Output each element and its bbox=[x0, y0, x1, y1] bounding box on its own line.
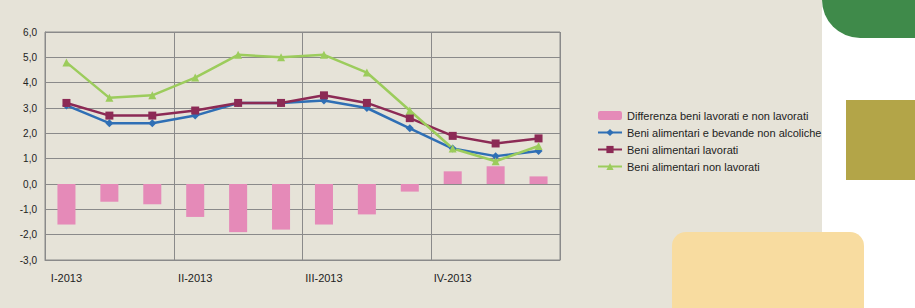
svg-text:Beni alimentari e bevande non: Beni alimentari e bevande non alcoliche bbox=[627, 127, 821, 139]
svg-text:II-2013: II-2013 bbox=[178, 272, 212, 284]
svg-text:2,0: 2,0 bbox=[23, 128, 37, 139]
svg-text:-1,0: -1,0 bbox=[20, 204, 38, 215]
svg-text:6,0: 6,0 bbox=[23, 27, 37, 38]
svg-text:IV-2013: IV-2013 bbox=[434, 272, 472, 284]
svg-text:I-2013: I-2013 bbox=[51, 272, 82, 284]
svg-text:3,0: 3,0 bbox=[23, 103, 37, 114]
svg-text:-3,0: -3,0 bbox=[20, 255, 38, 266]
svg-text:Differenza beni lavorati e non: Differenza beni lavorati e non lavorati bbox=[627, 110, 808, 122]
svg-text:1,0: 1,0 bbox=[23, 153, 37, 164]
svg-text:5,0: 5,0 bbox=[23, 52, 37, 63]
svg-text:Beni alimentari lavorati: Beni alimentari lavorati bbox=[627, 144, 738, 156]
svg-text:4,0: 4,0 bbox=[23, 77, 37, 88]
svg-text:Beni alimentari non lavorati: Beni alimentari non lavorati bbox=[627, 161, 760, 173]
svg-text:III-2013: III-2013 bbox=[305, 272, 342, 284]
svg-text:-2,0: -2,0 bbox=[20, 229, 38, 240]
svg-text:0,0: 0,0 bbox=[23, 179, 37, 190]
